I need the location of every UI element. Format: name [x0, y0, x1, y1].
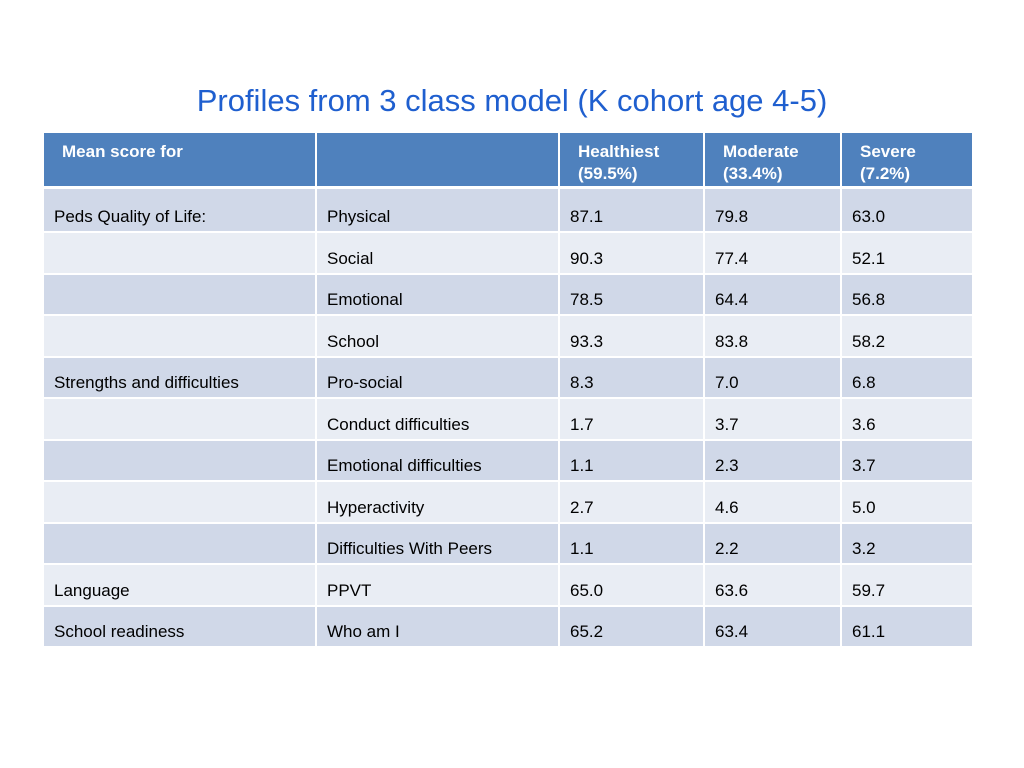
table-row: Peds Quality of Life: Physical 87.1 79.8 63.… [44, 189, 972, 233]
cell-healthiest: 8.3 [560, 357, 705, 399]
cell-severe: 3.2 [842, 523, 972, 565]
cell-moderate: 79.8 [705, 189, 842, 233]
cell-measure: PPVT [317, 565, 560, 607]
cell-moderate: 64.4 [705, 274, 842, 316]
cell-healthiest: 1.1 [560, 523, 705, 565]
cell-group: School readiness [44, 606, 317, 648]
table-row: Hyperactivity 2.7 4.6 5.0 [44, 482, 972, 524]
header-measure [317, 133, 560, 189]
cell-moderate: 2.3 [705, 440, 842, 482]
cell-group [44, 482, 317, 524]
cell-measure: Physical [317, 189, 560, 233]
slide-title: Profiles from 3 class model (K cohort ag… [196, 82, 828, 118]
cell-healthiest: 87.1 [560, 189, 705, 233]
cell-group [44, 233, 317, 275]
cell-severe: 59.7 [842, 565, 972, 607]
cell-severe: 3.7 [842, 440, 972, 482]
cell-healthiest: 1.7 [560, 399, 705, 441]
cell-group: Language [44, 565, 317, 607]
cell-moderate: 63.6 [705, 565, 842, 607]
header-moderate: Moderate (33.4%) [705, 133, 842, 189]
cell-healthiest: 90.3 [560, 233, 705, 275]
cell-healthiest: 65.2 [560, 606, 705, 648]
table-row: Emotional 78.5 64.4 56.8 [44, 274, 972, 316]
cell-measure: Who am I [317, 606, 560, 648]
cell-moderate: 3.7 [705, 399, 842, 441]
cell-group [44, 440, 317, 482]
cell-moderate: 4.6 [705, 482, 842, 524]
cell-moderate: 83.8 [705, 316, 842, 358]
cell-group: Strengths and difficulties [44, 357, 317, 399]
cell-severe: 61.1 [842, 606, 972, 648]
cell-severe: 3.6 [842, 399, 972, 441]
cell-measure: Pro-social [317, 357, 560, 399]
cell-group [44, 523, 317, 565]
cell-healthiest: 1.1 [560, 440, 705, 482]
cell-measure: Emotional [317, 274, 560, 316]
table-row: Language PPVT 65.0 63.6 59.7 [44, 565, 972, 607]
table-row: School 93.3 83.8 58.2 [44, 316, 972, 358]
profiles-table: Mean score for Healthiest (59.5%) Moderat… [44, 133, 972, 648]
cell-measure: Emotional difficulties [317, 440, 560, 482]
cell-healthiest: 78.5 [560, 274, 705, 316]
cell-healthiest: 93.3 [560, 316, 705, 358]
cell-healthiest: 2.7 [560, 482, 705, 524]
cell-group [44, 316, 317, 358]
header-mean-score-for: Mean score for [44, 133, 317, 189]
header-healthiest: Healthiest (59.5%) [560, 133, 705, 189]
table-row: Strengths and difficulties Pro-social 8.3 7… [44, 357, 972, 399]
cell-severe: 58.2 [842, 316, 972, 358]
cell-group [44, 399, 317, 441]
cell-measure: Conduct difficulties [317, 399, 560, 441]
cell-measure: Hyperactivity [317, 482, 560, 524]
cell-moderate: 2.2 [705, 523, 842, 565]
cell-severe: 52.1 [842, 233, 972, 275]
table-row: Social 90.3 77.4 52.1 [44, 233, 972, 275]
table-row: Conduct difficulties 1.7 3.7 3.6 [44, 399, 972, 441]
table-row: Emotional difficulties 1.1 2.3 3.7 [44, 440, 972, 482]
cell-group: Peds Quality of Life: [44, 189, 317, 233]
cell-severe: 6.8 [842, 357, 972, 399]
cell-group [44, 274, 317, 316]
cell-severe: 63.0 [842, 189, 972, 233]
cell-healthiest: 65.0 [560, 565, 705, 607]
table-row: School readiness Who am I 65.2 63.4 61.1 [44, 606, 972, 648]
cell-measure: School [317, 316, 560, 358]
cell-moderate: 7.0 [705, 357, 842, 399]
header-severe: Severe (7.2%) [842, 133, 972, 189]
cell-moderate: 63.4 [705, 606, 842, 648]
table-row: Difficulties With Peers 1.1 2.2 3.2 [44, 523, 972, 565]
header-row: Mean score for Healthiest (59.5%) Moderat… [44, 133, 972, 189]
cell-measure: Difficulties With Peers [317, 523, 560, 565]
cell-measure: Social [317, 233, 560, 275]
cell-severe: 56.8 [842, 274, 972, 316]
cell-severe: 5.0 [842, 482, 972, 524]
cell-moderate: 77.4 [705, 233, 842, 275]
